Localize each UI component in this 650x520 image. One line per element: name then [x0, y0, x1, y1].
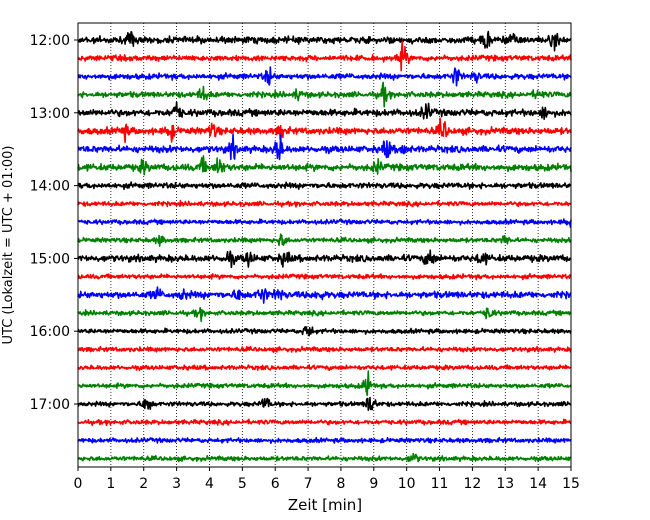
trace-layer [77, 30, 572, 463]
trace-1515 [77, 272, 572, 281]
x-tick-label-10: 10 [398, 476, 416, 492]
x-axis: 0 1 2 3 4 5 6 7 8 9 10 11 12 13 14 15 [74, 467, 580, 492]
y-tick-label-15:00: 15:00 [30, 251, 70, 267]
trace-1530 [77, 286, 572, 304]
y-tick-label-16:00: 16:00 [30, 324, 70, 340]
y-tick-label-12:00: 12:00 [30, 33, 70, 49]
x-tick-label-9: 9 [369, 476, 378, 492]
trace-1430 [77, 218, 572, 228]
trace-1715 [77, 418, 572, 427]
trace-1300 [77, 101, 572, 120]
y-axis: 12:00 13:00 14:00 15:00 16:00 17:00 [30, 33, 78, 413]
trace-1745 [77, 452, 572, 463]
x-tick-label-12: 12 [463, 476, 481, 492]
trace-1245 [77, 81, 572, 108]
trace-1230 [77, 66, 572, 87]
trace-1630 [77, 364, 572, 372]
trace-1345 [77, 155, 572, 176]
x-tick-label-11: 11 [431, 476, 449, 492]
y-axis-label: UTC (Lokalzeit = UTC + 01:00) [1, 146, 16, 345]
trace-1600 [77, 326, 572, 337]
trace-1315 [77, 117, 572, 144]
trace-1645 [77, 370, 572, 396]
x-tick-label-15: 15 [562, 476, 580, 492]
x-tick-label-14: 14 [529, 476, 547, 492]
y-tick-label-13:00: 13:00 [30, 106, 70, 122]
x-tick-label-2: 2 [139, 476, 148, 492]
trace-1330 [77, 133, 572, 161]
x-tick-label-13: 13 [496, 476, 514, 492]
trace-1400 [77, 181, 572, 191]
x-tick-label-1: 1 [106, 476, 115, 492]
trace-1545 [77, 306, 572, 323]
x-tick-label-6: 6 [271, 476, 280, 492]
x-tick-label-5: 5 [238, 476, 247, 492]
trace-1615 [77, 345, 572, 354]
trace-1215 [77, 40, 572, 72]
x-tick-label-8: 8 [336, 476, 345, 492]
x-tick-label-0: 0 [74, 476, 83, 492]
y-tick-label-17:00: 17:00 [30, 397, 70, 413]
x-tick-label-3: 3 [172, 476, 181, 492]
grid-layer [110, 23, 539, 467]
x-tick-label-4: 4 [205, 476, 214, 492]
x-tick-label-7: 7 [304, 476, 313, 492]
x-axis-label: Zeit [min] [288, 496, 362, 514]
plot-frame [77, 22, 572, 468]
y-tick-label-14:00: 14:00 [30, 179, 70, 195]
trace-1445 [77, 233, 572, 247]
trace-1730 [77, 436, 572, 445]
trace-1500 [77, 249, 572, 269]
trace-1415 [77, 199, 572, 208]
trace-1200 [77, 30, 572, 52]
trace-1700 [77, 396, 572, 411]
